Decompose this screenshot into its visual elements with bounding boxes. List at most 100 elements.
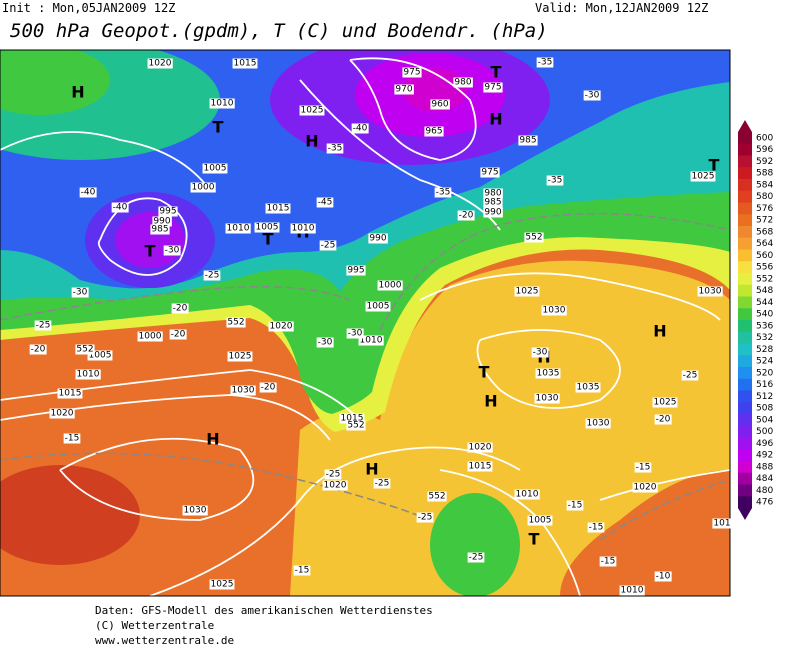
contour-label: -25 bbox=[469, 553, 484, 563]
label-box bbox=[75, 344, 95, 355]
colorbar-label: 592 bbox=[756, 157, 773, 167]
label-box bbox=[483, 197, 503, 208]
contour-label: -40 bbox=[113, 203, 128, 213]
label-box bbox=[365, 301, 391, 312]
contour-label: 1020 bbox=[149, 59, 172, 69]
colorbar-cell bbox=[738, 167, 752, 180]
contour-label: 552 bbox=[347, 421, 364, 431]
label-box bbox=[169, 329, 187, 340]
contour-label: 1000 bbox=[379, 281, 402, 291]
pressure-center: T bbox=[263, 230, 274, 249]
label-box bbox=[358, 335, 384, 346]
label-box bbox=[514, 286, 540, 297]
colorbar-label: 568 bbox=[756, 227, 773, 237]
contour-label: 985 bbox=[484, 198, 501, 208]
contour-label: 1020 bbox=[634, 483, 657, 493]
label-box bbox=[293, 565, 311, 576]
colorbar-cell bbox=[738, 402, 752, 415]
colorbar-label: 564 bbox=[756, 239, 773, 249]
contour-label: 1025 bbox=[301, 106, 324, 116]
contour-label: -15 bbox=[601, 557, 616, 567]
contour-label: 1035 bbox=[577, 383, 600, 393]
contour-label: 1025 bbox=[229, 352, 252, 362]
label-box bbox=[368, 233, 388, 244]
contour-label: -25 bbox=[36, 321, 51, 331]
contour-label: 1005 bbox=[256, 223, 279, 233]
colorbar-label: 476 bbox=[756, 498, 773, 508]
colorbar-label: 536 bbox=[756, 321, 773, 331]
contour-label: -25 bbox=[321, 241, 336, 251]
label-box bbox=[163, 245, 181, 256]
label-box bbox=[427, 491, 447, 502]
contour-label: -20 bbox=[459, 211, 474, 221]
contour-label: 1030 bbox=[587, 419, 610, 429]
label-box bbox=[147, 58, 173, 69]
pressure-center: H bbox=[71, 83, 84, 102]
contour-label: -10 bbox=[656, 572, 671, 582]
contour-label: -15 bbox=[65, 434, 80, 444]
init-time: Init : Mon,05JAN2009 12Z bbox=[2, 1, 175, 15]
colorbar-cell bbox=[738, 355, 752, 368]
label-box bbox=[152, 216, 172, 227]
contour-label: 1030 bbox=[699, 287, 722, 297]
colorbar-label: 504 bbox=[756, 415, 773, 425]
label-box bbox=[373, 478, 391, 489]
contour-label: 1030 bbox=[543, 306, 566, 316]
colorbar-cell bbox=[738, 237, 752, 250]
contour-label: 970 bbox=[395, 85, 412, 95]
label-box bbox=[518, 135, 538, 146]
label-box bbox=[480, 167, 500, 178]
label-box bbox=[681, 370, 699, 381]
colorbar-cell bbox=[738, 461, 752, 474]
colorbar-cell bbox=[738, 367, 752, 380]
colorbar-label: 552 bbox=[756, 274, 773, 284]
colorbar-label: 560 bbox=[756, 251, 773, 261]
contour-label: -25 bbox=[326, 470, 341, 480]
label-box bbox=[316, 197, 334, 208]
contour-label: -15 bbox=[589, 523, 604, 533]
colorbar-cell bbox=[738, 484, 752, 497]
contour-label: 1005 bbox=[367, 302, 390, 312]
label-box bbox=[467, 442, 493, 453]
colorbar-label: 516 bbox=[756, 380, 773, 390]
label-box bbox=[227, 351, 253, 362]
colorbar-arrow bbox=[738, 120, 752, 132]
contour-label: 1015 bbox=[341, 414, 364, 424]
label-box bbox=[29, 344, 47, 355]
colorbar-cell bbox=[738, 437, 752, 450]
colorbar-cell bbox=[738, 249, 752, 262]
label-box bbox=[346, 265, 366, 276]
label-box bbox=[690, 171, 716, 182]
colorbar-label: 524 bbox=[756, 357, 773, 367]
label-box bbox=[57, 388, 83, 399]
label-box bbox=[203, 270, 221, 281]
contour-label: 1010 bbox=[621, 586, 644, 596]
contour-label: 990 bbox=[369, 234, 386, 244]
label-box bbox=[634, 462, 652, 473]
colorbar-label: 584 bbox=[756, 180, 773, 190]
label-box bbox=[535, 368, 561, 379]
label-box bbox=[346, 420, 366, 431]
label-box bbox=[259, 382, 277, 393]
contour-label: 1010 bbox=[211, 99, 234, 109]
label-box bbox=[190, 182, 216, 193]
label-box bbox=[430, 99, 450, 110]
label-box bbox=[87, 350, 113, 361]
contour-label: -20 bbox=[171, 330, 186, 340]
colorbar-label: 540 bbox=[756, 310, 773, 320]
contour-label: 1020 bbox=[270, 322, 293, 332]
contour-label: 552 bbox=[428, 492, 445, 502]
label-box bbox=[209, 98, 235, 109]
colorbar-cell bbox=[738, 179, 752, 192]
label-box bbox=[316, 337, 334, 348]
label-box bbox=[541, 305, 567, 316]
label-box bbox=[654, 414, 672, 425]
contour-label: 1030 bbox=[536, 394, 559, 404]
label-box bbox=[402, 67, 422, 78]
pressure-center: H bbox=[653, 322, 666, 341]
contour-label: 960 bbox=[431, 100, 448, 110]
colorbar-cell bbox=[738, 190, 752, 203]
colorbar-label: 548 bbox=[756, 286, 773, 296]
colorbar-label: 576 bbox=[756, 204, 773, 214]
